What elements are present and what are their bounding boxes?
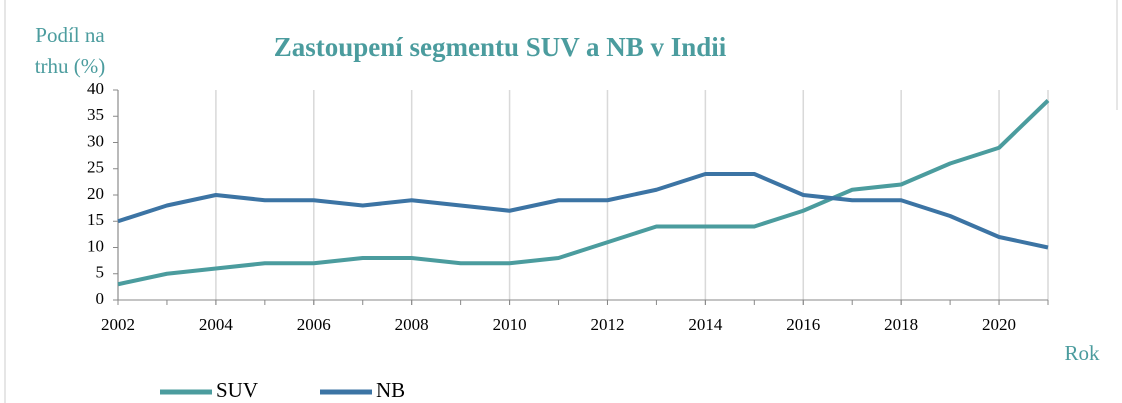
y-tick-label: 5 (96, 263, 105, 282)
y-tick-label: 15 (87, 210, 104, 229)
y-tick-label: 30 (87, 131, 104, 150)
y-tick-label: 35 (87, 105, 104, 124)
y-tick-label: 20 (87, 184, 104, 203)
series-line (117, 172, 1049, 250)
x-tick-label: 2014 (688, 315, 723, 334)
frame (4, 0, 1118, 403)
legend-label: NB (376, 378, 405, 402)
y-tick-label: 40 (87, 79, 104, 98)
x-tick-label: 2018 (884, 315, 918, 334)
x-tick-label: 2016 (786, 315, 820, 334)
x-tick-label: 2006 (297, 315, 331, 334)
chart-title: Zastoupení segmentu SUV a NB v Indii (274, 32, 727, 62)
y-tick-label: 10 (87, 236, 104, 255)
y-axis-label: trhu (%) (35, 54, 106, 78)
x-tick-label: 2004 (199, 315, 234, 334)
series-line (117, 99, 1050, 287)
x-tick-label: 2008 (395, 315, 429, 334)
x-tick-label: 2012 (590, 315, 624, 334)
y-axis-label: Podíl na (35, 23, 105, 47)
x-tick-label: 2020 (982, 315, 1016, 334)
x-tick-label: 2010 (493, 315, 527, 334)
x-tick-label: 2002 (101, 315, 135, 334)
y-tick-label: 0 (96, 289, 105, 308)
legend-label: SUV (216, 378, 258, 402)
y-tick-label: 25 (87, 158, 104, 177)
x-axis-label: Rok (1064, 341, 1100, 365)
